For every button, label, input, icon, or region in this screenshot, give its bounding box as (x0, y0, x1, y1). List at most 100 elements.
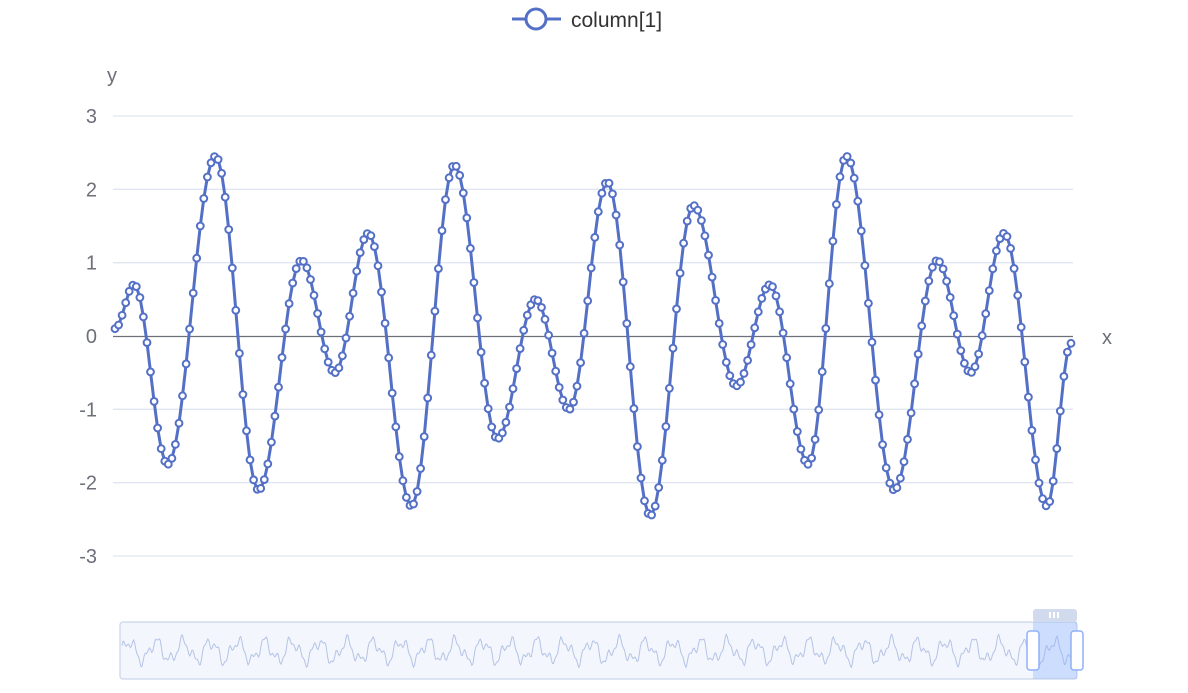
series-point (569, 397, 578, 407)
series-point (203, 172, 212, 182)
series-point (558, 395, 568, 405)
series-point (416, 464, 426, 473)
series-point (668, 343, 678, 353)
series-point (153, 423, 163, 433)
series-point (828, 236, 838, 246)
series-point (622, 319, 632, 328)
series-point (270, 411, 280, 421)
series-point (718, 340, 728, 349)
series-point (753, 307, 763, 317)
series-point (796, 444, 806, 454)
data-zoom-right-handle[interactable] (1070, 630, 1084, 671)
series-point (949, 311, 959, 321)
series-point (458, 188, 468, 198)
series-point (117, 310, 127, 320)
series-point (757, 294, 767, 303)
series-point (480, 378, 490, 388)
series-point (1045, 497, 1055, 506)
series-point (522, 310, 532, 320)
series-point (398, 476, 408, 486)
series-point (650, 501, 660, 511)
series-point (227, 263, 237, 273)
data-zoom-preview-line (121, 632, 1076, 669)
series-point (114, 320, 123, 330)
series-point (370, 242, 379, 252)
series-point (345, 311, 355, 321)
series-point (593, 207, 603, 217)
series-point (625, 362, 635, 372)
series-point (778, 328, 788, 338)
series-point (380, 318, 390, 328)
series-point (583, 296, 593, 306)
series-point (942, 276, 951, 286)
data-zoom-left-handle[interactable] (1026, 630, 1040, 671)
series-point (263, 459, 273, 469)
series-point (679, 238, 688, 248)
series-point (771, 291, 781, 301)
series-point (697, 216, 706, 225)
series-point (430, 306, 440, 316)
series-point (1009, 264, 1019, 273)
data-zoom-slider[interactable] (119, 609, 1084, 680)
series-point (277, 353, 287, 362)
series-point (341, 333, 351, 343)
series-point (849, 173, 859, 183)
series-point (323, 357, 333, 367)
series-point (384, 353, 394, 363)
series-point (917, 321, 927, 331)
series-point (444, 173, 454, 183)
series-point (892, 483, 902, 493)
series-point (1034, 478, 1044, 488)
series-point (195, 221, 205, 231)
series-point (913, 349, 923, 359)
series-point (316, 327, 326, 337)
series-point (974, 349, 983, 359)
series-point (864, 298, 873, 308)
y-axis-ticks: 3 2 1 0 -1 -2 -3 (79, 106, 97, 568)
series-point (135, 293, 145, 302)
series-point (853, 196, 863, 206)
series-point (618, 277, 628, 287)
data-zoom-selected-range[interactable] (1033, 622, 1077, 679)
series-point (551, 366, 561, 376)
series-point (1020, 357, 1030, 367)
series-point (1002, 232, 1012, 241)
series-point (945, 293, 955, 302)
series-point (1052, 444, 1062, 454)
series-point (899, 457, 909, 467)
series-point (1024, 392, 1033, 402)
series-point (373, 261, 383, 271)
series-point (338, 351, 347, 361)
series-point (426, 350, 436, 360)
series-point (604, 178, 614, 188)
series-point (576, 358, 585, 368)
series-point (803, 459, 813, 469)
series-point (672, 304, 681, 314)
series-point (242, 426, 251, 436)
series-point (394, 452, 404, 462)
series-point (334, 363, 344, 373)
series-point (355, 248, 365, 258)
series-point (217, 168, 227, 178)
legend[interactable]: column[1] (512, 7, 662, 32)
series-point (434, 264, 443, 274)
series-point (736, 377, 745, 387)
series-point (512, 364, 521, 374)
series-point (860, 261, 870, 270)
series-point (409, 499, 418, 509)
series-point (633, 442, 642, 452)
series-point (782, 353, 792, 363)
series-point (167, 453, 177, 463)
series-point (466, 244, 475, 253)
series-point (597, 188, 607, 198)
series-point (1048, 476, 1058, 486)
series-point (1066, 338, 1076, 348)
series-point (867, 337, 877, 347)
series-point (743, 356, 752, 365)
series-point (224, 225, 234, 234)
series-point (896, 473, 905, 483)
series-point (515, 344, 525, 354)
series-point (441, 195, 450, 205)
series-point (423, 393, 433, 403)
